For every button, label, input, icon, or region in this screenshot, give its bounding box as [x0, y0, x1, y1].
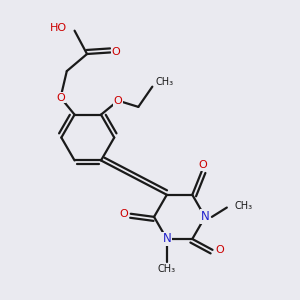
Text: N: N — [201, 210, 209, 224]
Text: CH₃: CH₃ — [158, 263, 176, 274]
Text: HO: HO — [50, 22, 67, 33]
Text: O: O — [199, 160, 208, 170]
Text: O: O — [56, 93, 65, 103]
Text: N: N — [162, 232, 171, 245]
Text: CH₃: CH₃ — [235, 201, 253, 211]
Text: CH₃: CH₃ — [155, 77, 174, 87]
Text: O: O — [119, 209, 128, 219]
Text: O: O — [215, 245, 224, 255]
Text: O: O — [114, 96, 122, 106]
Text: O: O — [112, 47, 120, 57]
